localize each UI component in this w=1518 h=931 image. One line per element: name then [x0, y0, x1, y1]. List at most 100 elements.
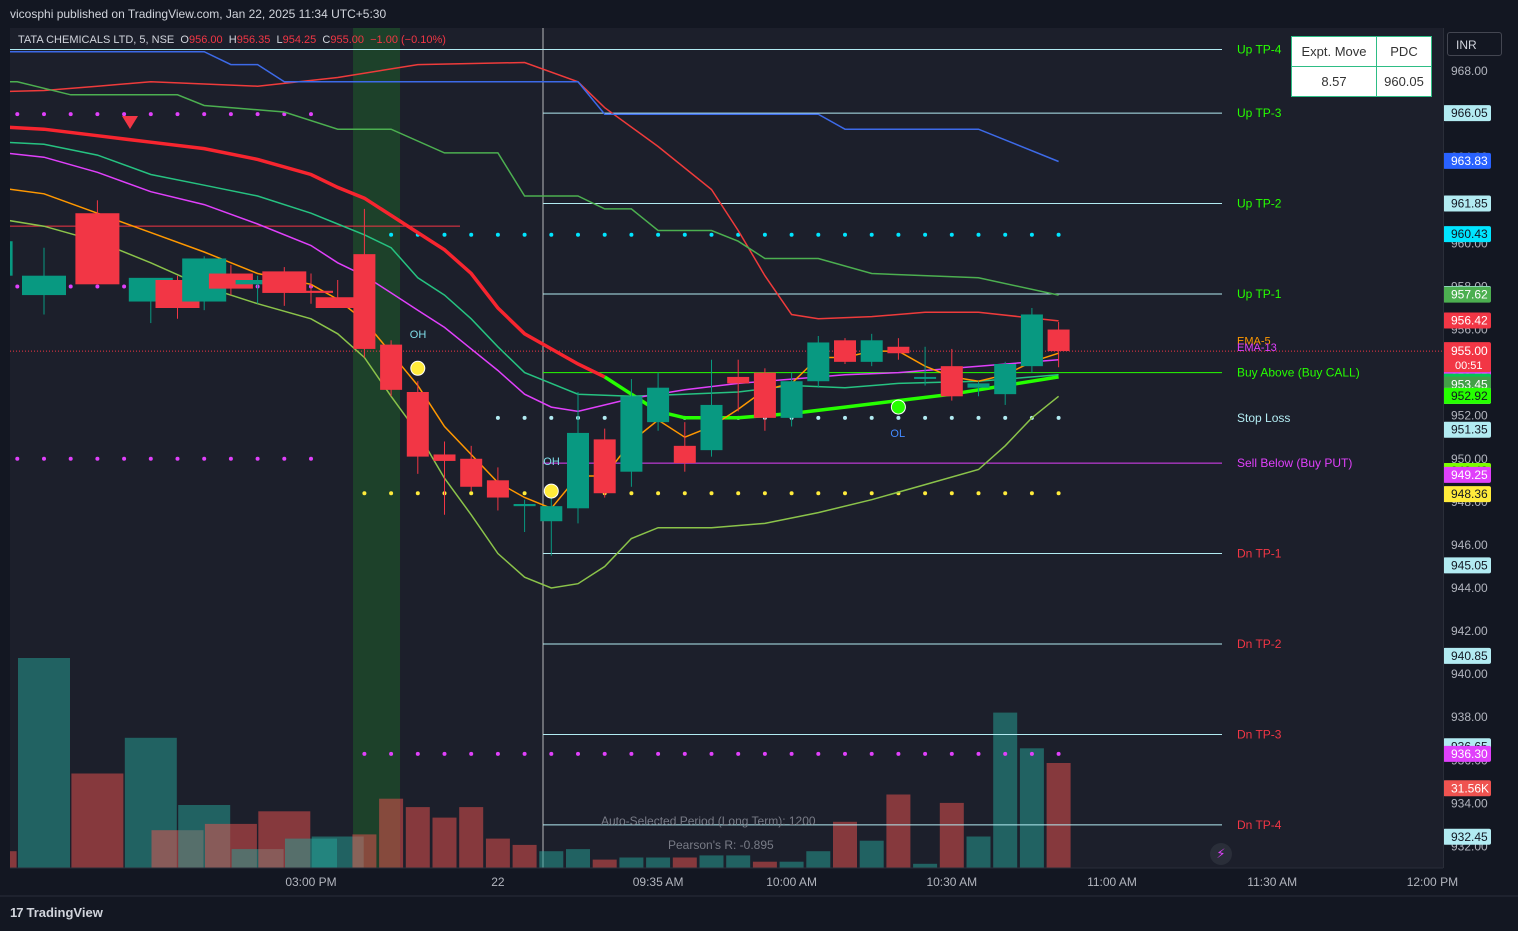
- pivot-dot: [228, 112, 233, 117]
- pivot-dot: [869, 232, 874, 237]
- price-badge-text: 960.43: [1451, 227, 1488, 241]
- pivot-dot: [175, 112, 180, 117]
- pivot-dot: [789, 751, 794, 756]
- time-tick: 09:35 AM: [633, 875, 684, 889]
- price-badge-text: 31.56K: [1451, 781, 1489, 795]
- price-tick: 946.00: [1451, 538, 1488, 552]
- tradingview-brand: TradingView: [26, 905, 103, 920]
- pivot-dot: [68, 112, 73, 117]
- pivot-dot: [576, 751, 580, 756]
- volume-bar: [726, 855, 751, 868]
- price-badge: [1443, 286, 1491, 303]
- pivot-dot: [122, 112, 127, 117]
- pivot-dot: [495, 415, 500, 420]
- price-badge: [1443, 195, 1491, 212]
- candle-body: [620, 396, 643, 472]
- pivot-dot: [415, 491, 420, 496]
- pivot-dot: [95, 284, 100, 289]
- volume-bar: [886, 794, 911, 868]
- pivot-dot: [309, 456, 313, 461]
- candle-body: [1047, 329, 1070, 352]
- volume-bar: [71, 773, 124, 868]
- volume-bar: [1019, 748, 1044, 868]
- pivot-dot: [1029, 491, 1034, 496]
- volume-bar: [646, 857, 671, 868]
- candle-body: [940, 366, 963, 397]
- pivot-dot: [68, 456, 73, 461]
- price-badge-text: 963.83: [1451, 154, 1488, 168]
- volume-bar: [833, 821, 857, 868]
- chart-pane[interactable]: [10, 28, 1443, 868]
- price-badge-text: 949.25: [1451, 468, 1488, 482]
- volume-bar: [352, 834, 377, 868]
- price-badge: [1443, 152, 1491, 169]
- volume-bar: [913, 863, 938, 868]
- price-badge: [1443, 105, 1491, 122]
- symbol-legend: TATA CHEMICALS LTD, 5, NSE O956.00 H956.…: [18, 34, 446, 46]
- price-badge: [1443, 745, 1491, 762]
- volume-bar: [379, 798, 404, 868]
- volume-bar: [806, 851, 831, 868]
- candle-body: [513, 504, 536, 507]
- pivot-dot: [202, 456, 207, 461]
- pivot-dot: [709, 491, 714, 496]
- pivot-dot: [549, 415, 554, 420]
- currency-button[interactable]: INR: [1447, 32, 1502, 56]
- close-label: C: [322, 34, 331, 46]
- open-value: 956.00: [188, 34, 223, 46]
- pivot-dot: [68, 284, 73, 289]
- indicator-line: [10, 188, 1059, 510]
- pivot-dot: [976, 232, 981, 237]
- volume-bar: [405, 807, 430, 868]
- candle-body: [1020, 314, 1043, 367]
- price-tick: 950.00: [1451, 452, 1488, 466]
- price-badge-text: 956.42: [1451, 313, 1488, 327]
- published-info: vicosphi published on TradingView.com, J…: [10, 7, 387, 21]
- price-badge-text: 957.62: [1451, 288, 1488, 302]
- level-label: Dn TP-4: [1237, 818, 1282, 832]
- candle-body: [647, 387, 670, 423]
- candle-body: [700, 404, 723, 451]
- candle-body: [353, 254, 376, 349]
- pivot-dot: [1056, 415, 1061, 420]
- volume-bar: [1046, 763, 1071, 868]
- pivot-dot: [1003, 415, 1008, 420]
- pivot-dot: [469, 232, 474, 237]
- current-price-text: 955.00: [1451, 344, 1488, 358]
- pivot-dot: [923, 751, 928, 756]
- candle-body: [567, 432, 589, 509]
- pivot-dot: [736, 751, 741, 756]
- volume-bar: [539, 851, 564, 868]
- pivot-dot: [816, 415, 821, 420]
- lightning-icon[interactable]: ⚡: [1210, 843, 1232, 865]
- session-highlight: [353, 28, 401, 868]
- volume-bar: [966, 836, 991, 868]
- pivot-dot: [495, 751, 500, 756]
- pivot-dot: [122, 456, 127, 461]
- price-tick: 934.00: [1451, 796, 1488, 810]
- volume-bar: [485, 838, 510, 868]
- volume-bar: [859, 840, 884, 868]
- marker-label: OL: [890, 428, 905, 440]
- pivot-dot: [282, 456, 287, 461]
- expected-move-table: Expt. Move PDC 8.57 960.05: [1291, 36, 1432, 97]
- candle-body: [486, 480, 509, 498]
- candle-body: [315, 297, 360, 308]
- volume-bar: [779, 861, 804, 868]
- indicator-line: [10, 50, 1059, 163]
- candle-body: [540, 506, 563, 522]
- pivot-dot: [1056, 751, 1061, 756]
- pivot-dot: [495, 232, 500, 237]
- candle-body: [433, 454, 456, 461]
- candle-body: [753, 372, 776, 418]
- pivot-dot: [816, 751, 821, 756]
- price-badge-text: 945.05: [1451, 558, 1488, 572]
- pivot-dot: [629, 751, 634, 756]
- candle-body: [914, 376, 937, 379]
- pivot-dot: [1029, 751, 1034, 756]
- price-badge: [1443, 828, 1491, 845]
- pivot-dot: [442, 751, 447, 756]
- volume-bar: [592, 859, 617, 868]
- marker-label: OH: [543, 456, 560, 468]
